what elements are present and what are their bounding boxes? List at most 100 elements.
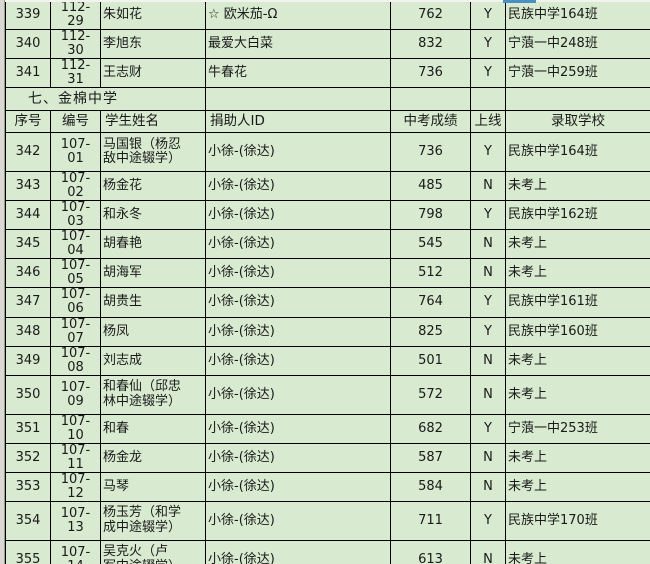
- cell-admitted-school[interactable]: 民族中学170班: [505, 500, 650, 541]
- cell-admitted-school[interactable]: 民族中学162班: [505, 200, 650, 231]
- cell-admitted-school[interactable]: 未考上: [505, 171, 650, 202]
- cell-code[interactable]: 107-07: [50, 316, 101, 347]
- cell-online-flag[interactable]: N: [470, 471, 506, 502]
- cell-student-name[interactable]: 李旭东: [100, 29, 206, 60]
- row-header-gutter[interactable]: [0, 0, 5, 564]
- cell-online-flag[interactable]: Y: [470, 413, 506, 444]
- cell-online-flag[interactable]: Y: [470, 287, 506, 318]
- cell-admitted-school[interactable]: 未考上: [505, 258, 650, 289]
- table-row[interactable]: 346 107-05 胡海军 小徐-(徐达) 512 N 未考上: [5, 258, 650, 289]
- cell-sequence[interactable]: 351: [5, 413, 51, 444]
- cell-sequence[interactable]: 353: [5, 471, 51, 502]
- cell-sequence[interactable]: 355: [5, 539, 51, 564]
- cell-donor-id[interactable]: 小徐-(徐达): [205, 171, 391, 202]
- cell-donor-id[interactable]: 小徐-(徐达): [205, 471, 391, 502]
- column-header-row[interactable]: 序号 编号 学生姓名 捐助人ID 中考成绩 上线 录取学校: [5, 110, 650, 134]
- cell-online-flag[interactable]: N: [470, 374, 506, 415]
- table-row[interactable]: 349 107-08 刘志成 小徐-(徐达) 501 N 未考上: [5, 345, 650, 376]
- cell-exam-score[interactable]: 764: [390, 287, 471, 318]
- table-row[interactable]: 348 107-07 杨凤 小徐-(徐达) 825 Y 民族中学160班: [5, 316, 650, 347]
- cell-exam-score[interactable]: 613: [390, 539, 471, 564]
- cell-donor-id[interactable]: 小徐-(徐达): [205, 413, 391, 444]
- column-header-sequence[interactable]: 序号: [5, 110, 51, 134]
- cell-donor-id[interactable]: 牛春花: [205, 58, 391, 89]
- cell-online-flag[interactable]: Y: [470, 58, 506, 89]
- cell-exam-score[interactable]: 736: [390, 58, 471, 89]
- cell-online-flag[interactable]: N: [470, 258, 506, 289]
- section-blank-donor[interactable]: [205, 87, 391, 112]
- cell-code[interactable]: 107-06: [50, 287, 101, 318]
- cell-admitted-school[interactable]: 未考上: [505, 471, 650, 502]
- cell-code[interactable]: 107-14: [50, 539, 101, 564]
- cell-exam-score[interactable]: 501: [390, 345, 471, 376]
- cell-donor-id[interactable]: 最爱大白菜: [205, 29, 391, 60]
- cell-student-name[interactable]: 马琴: [100, 471, 206, 502]
- cell-admitted-school[interactable]: 未考上: [505, 374, 650, 415]
- cell-student-name[interactable]: 王志财: [100, 58, 206, 89]
- cell-student-name[interactable]: 杨金龙: [100, 442, 206, 473]
- cell-student-name[interactable]: 杨凤: [100, 316, 206, 347]
- cell-exam-score[interactable]: 485: [390, 171, 471, 202]
- table-row[interactable]: 345 107-04 胡春艳 小徐-(徐达) 545 N 未考上: [5, 229, 650, 260]
- cell-code[interactable]: 112-29: [50, 0, 101, 31]
- cell-code[interactable]: 107-04: [50, 229, 101, 260]
- column-header-student-name[interactable]: 学生姓名: [100, 110, 206, 134]
- cell-admitted-school[interactable]: 民族中学164班: [505, 132, 650, 173]
- cell-student-name[interactable]: 马国银（杨忍 敌中途辍学）: [100, 132, 206, 173]
- cell-donor-id[interactable]: 小徐-(徐达): [205, 500, 391, 541]
- cell-online-flag[interactable]: Y: [470, 500, 506, 541]
- cell-online-flag[interactable]: N: [470, 229, 506, 260]
- column-header-online[interactable]: 上线: [470, 110, 506, 134]
- column-header-exam-score[interactable]: 中考成绩: [390, 110, 471, 134]
- cell-online-flag[interactable]: Y: [470, 0, 506, 31]
- cell-exam-score[interactable]: 545: [390, 229, 471, 260]
- cell-student-name[interactable]: 胡贵生: [100, 287, 206, 318]
- section-blank-school[interactable]: [505, 87, 650, 112]
- cell-exam-score[interactable]: 736: [390, 132, 471, 173]
- column-header-admitted-school[interactable]: 录取学校: [505, 110, 650, 134]
- cell-exam-score[interactable]: 711: [390, 500, 471, 541]
- cell-donor-id[interactable]: 小徐-(徐达): [205, 539, 391, 564]
- cell-code[interactable]: 107-01: [50, 132, 101, 173]
- section-title[interactable]: 七、金棉中学: [5, 87, 206, 112]
- table-row[interactable]: 350 107-09 和春仙（邱忠 林中途辍学） 小徐-(徐达) 572 N 未考上: [5, 374, 650, 415]
- table-row[interactable]: 343 107-02 杨金花 小徐-(徐达) 485 N 未考上: [5, 171, 650, 202]
- cell-donor-id[interactable]: 小徐-(徐达): [205, 258, 391, 289]
- cell-code[interactable]: 107-10: [50, 413, 101, 444]
- cell-donor-id[interactable]: 小徐-(徐达): [205, 345, 391, 376]
- cell-code[interactable]: 107-12: [50, 471, 101, 502]
- cell-sequence[interactable]: 340: [5, 29, 51, 60]
- cell-code[interactable]: 107-03: [50, 200, 101, 231]
- cell-admitted-school[interactable]: 民族中学160班: [505, 316, 650, 347]
- section-header-row[interactable]: 七、金棉中学: [5, 87, 650, 112]
- column-header-donor-id[interactable]: 捐助人ID: [205, 110, 391, 134]
- cell-admitted-school[interactable]: 宁蒗一中253班: [505, 413, 650, 444]
- cell-student-name[interactable]: 杨玉芳（和学 成中途辍学）: [100, 500, 206, 541]
- cell-online-flag[interactable]: N: [470, 539, 506, 564]
- cell-sequence[interactable]: 346: [5, 258, 51, 289]
- cell-code[interactable]: 112-31: [50, 58, 101, 89]
- cell-donor-id[interactable]: 小徐-(徐达): [205, 287, 391, 318]
- cell-sequence[interactable]: 349: [5, 345, 51, 376]
- cell-exam-score[interactable]: 825: [390, 316, 471, 347]
- cell-donor-id[interactable]: 小徐-(徐达): [205, 442, 391, 473]
- table-row[interactable]: 352 107-11 杨金龙 小徐-(徐达) 587 N 未考上: [5, 442, 650, 473]
- cell-sequence[interactable]: 348: [5, 316, 51, 347]
- cell-code[interactable]: 107-08: [50, 345, 101, 376]
- cell-sequence[interactable]: 343: [5, 171, 51, 202]
- cell-exam-score[interactable]: 682: [390, 413, 471, 444]
- cell-student-name[interactable]: 胡海军: [100, 258, 206, 289]
- cell-code[interactable]: 107-02: [50, 171, 101, 202]
- cell-sequence[interactable]: 344: [5, 200, 51, 231]
- cell-sequence[interactable]: 341: [5, 58, 51, 89]
- cell-student-name[interactable]: 刘志成: [100, 345, 206, 376]
- cell-student-name[interactable]: 朱如花: [100, 0, 206, 31]
- cell-student-name[interactable]: 吴克火（卢军中途辍学）: [100, 539, 206, 564]
- cell-exam-score[interactable]: 512: [390, 258, 471, 289]
- cell-exam-score[interactable]: 587: [390, 442, 471, 473]
- cell-exam-score[interactable]: 572: [390, 374, 471, 415]
- cell-student-name[interactable]: 胡春艳: [100, 229, 206, 260]
- cell-donor-id[interactable]: 小徐-(徐达): [205, 374, 391, 415]
- cell-online-flag[interactable]: N: [470, 171, 506, 202]
